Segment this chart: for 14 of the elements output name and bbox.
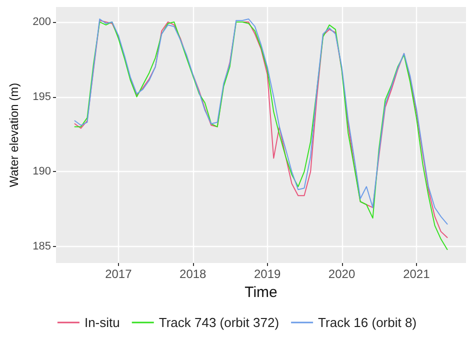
legend-label: Track 16 (orbit 8) [318, 315, 417, 330]
y-tick-label: 190 [32, 166, 51, 178]
x-tick-label: 2018 [180, 267, 207, 281]
y-tick-label: 185 [32, 240, 51, 253]
x-tick-label: 2020 [328, 267, 356, 281]
y-axis-title: Water elevation (m) [7, 82, 21, 188]
x-tick-label: 2017 [105, 267, 132, 281]
y-tick-label: 195 [32, 90, 51, 103]
x-tick-label: 2019 [254, 267, 281, 281]
x-tick-label: 2021 [403, 267, 430, 281]
x-axis-title: Time [244, 284, 278, 301]
legend-label: In-situ [84, 315, 120, 330]
y-tick-label: 200 [32, 16, 51, 28]
legend-label: Track 743 (orbit 372) [158, 315, 280, 330]
